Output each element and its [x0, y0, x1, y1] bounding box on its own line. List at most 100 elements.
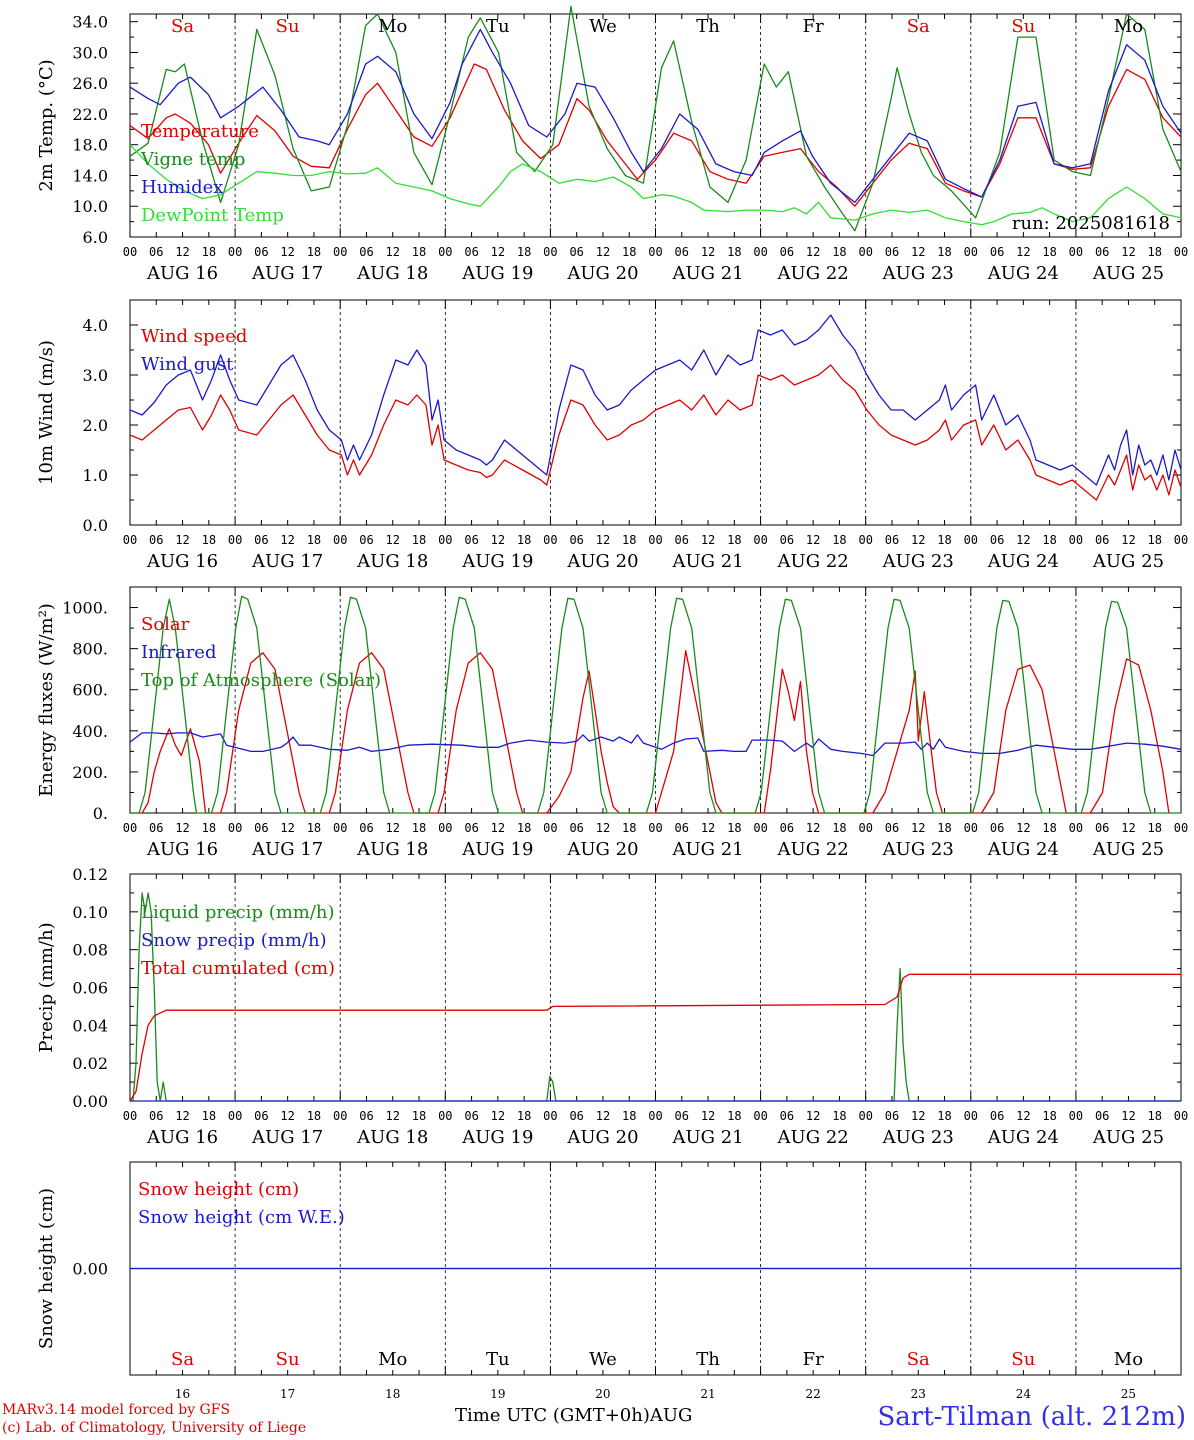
x-hour-label: 12 [175, 1109, 189, 1123]
x-hour-label: 12 [911, 533, 925, 547]
x-date-label: AUG 18 [356, 839, 428, 860]
x-hour-label: 12 [911, 821, 925, 835]
x-date-label: AUG 16 [146, 1127, 218, 1148]
x-hour-label: 12 [175, 533, 189, 547]
x-date-label: AUG 16 [146, 551, 218, 572]
x-hour-label: 18 [727, 1109, 741, 1123]
x-hour-label: 06 [675, 533, 689, 547]
y-tick-label: 0.08 [72, 941, 108, 960]
x-hour-label: 18 [1147, 1109, 1161, 1123]
x-hour-label: 18 [1147, 245, 1161, 259]
day-number-label: 19 [490, 1387, 505, 1400]
y-tick-label: 4.0 [83, 316, 108, 335]
x-hour-label: 00 [858, 245, 872, 259]
y-tick-label: 30.0 [72, 43, 108, 62]
x-date-label: AUG 22 [777, 1127, 849, 1148]
x-hour-label: 18 [202, 245, 216, 259]
x-hour-label: 00 [1174, 245, 1188, 259]
y-tick-label: 0.00 [72, 1092, 108, 1111]
x-date-label: AUG 21 [671, 263, 743, 284]
x-hour-label: 12 [596, 533, 610, 547]
legend-entry: Humidex [141, 177, 223, 198]
x-hour-label: 00 [753, 245, 767, 259]
y-tick-label: 22.0 [72, 105, 108, 124]
x-hour-label: 18 [1042, 245, 1056, 259]
day-of-week-label: Tu [486, 1349, 510, 1370]
y-tick-label: 0.02 [72, 1054, 108, 1073]
x-hour-label: 18 [517, 821, 531, 835]
meteogram-chart: 6.0 10.0 14.0 18.0 22.0 26.0 30.0 34.0 2m Temp. … [36, 5, 1188, 1400]
x-hour-label: 00 [648, 1109, 662, 1123]
day-number-label: 22 [806, 1387, 821, 1400]
x-hour-label: 06 [254, 245, 268, 259]
x-hour-label: 12 [596, 1109, 610, 1123]
x-hour-label: 12 [1121, 245, 1135, 259]
x-hour-label: 00 [333, 821, 347, 835]
x-hour-label: 12 [1121, 821, 1135, 835]
x-hour-label: 00 [438, 821, 452, 835]
x-hour-label: 18 [937, 821, 951, 835]
x-hour-label: 12 [280, 1109, 294, 1123]
legend-entry: Snow height (cm W.E.) [138, 1207, 345, 1228]
y-tick-label: 3.0 [83, 366, 108, 385]
x-date-label: AUG 19 [461, 551, 533, 572]
x-axis-title-text: Time UTC (GMT+0h) [455, 1405, 650, 1426]
x-hour-label: 12 [386, 821, 400, 835]
legend-entry: Total cumulated (cm) [141, 958, 335, 979]
day-of-week-label: Su [276, 16, 300, 37]
x-date-label: AUG 24 [987, 263, 1059, 284]
x-hour-label: 06 [464, 533, 478, 547]
x-hour-label: 18 [832, 533, 846, 547]
day-of-week-label: Th [696, 16, 720, 37]
x-hour-label: 00 [123, 1109, 137, 1123]
x-hour-label: 06 [990, 533, 1004, 547]
x-hour-label: 06 [675, 1109, 689, 1123]
x-hour-label: 18 [307, 1109, 321, 1123]
day-of-week-label: Su [276, 1349, 300, 1370]
x-hour-label: 12 [280, 821, 294, 835]
x-date-label: AUG 24 [987, 1127, 1059, 1148]
y-tick-label: 0. [93, 804, 108, 823]
x-hour-label: 00 [228, 821, 242, 835]
x-hour-label: 06 [359, 1109, 373, 1123]
x-hour-label: 12 [806, 1109, 820, 1123]
x-hour-label: 00 [753, 821, 767, 835]
x-hour-label: 12 [386, 533, 400, 547]
x-hour-label: 00 [438, 533, 452, 547]
y-tick-label: 2.0 [83, 416, 108, 435]
day-of-week-label: Sa [171, 16, 194, 37]
x-hour-label: 18 [727, 245, 741, 259]
x-hour-label: 00 [543, 245, 557, 259]
x-hour-label: 06 [990, 1109, 1004, 1123]
x-hour-label: 06 [1095, 533, 1109, 547]
day-of-week-label: Su [1011, 1349, 1035, 1370]
x-hour-label: 18 [622, 245, 636, 259]
x-hour-label: 00 [753, 533, 767, 547]
x-hour-label: 18 [412, 821, 426, 835]
x-hour-label: 18 [202, 821, 216, 835]
x-hour-label: 00 [964, 533, 978, 547]
day-of-week-label: Mo [1114, 16, 1143, 37]
day-of-week-label: Tu [486, 16, 510, 37]
series-line-wind-speed [129, 364, 1182, 501]
x-date-label: AUG 20 [566, 551, 638, 572]
x-hour-label: 00 [1069, 821, 1083, 835]
x-hour-label: 18 [832, 245, 846, 259]
x-hour-label: 18 [727, 821, 741, 835]
x-hour-label: 18 [1042, 533, 1056, 547]
x-hour-label: 18 [307, 821, 321, 835]
run-annotation: run: 2025081618 [1012, 213, 1170, 234]
y-tick-label: 6.0 [83, 228, 108, 247]
x-hour-label: 06 [885, 533, 899, 547]
y-tick-label: 800. [72, 640, 108, 659]
x-hour-label: 06 [780, 821, 794, 835]
series-line-infrared [129, 732, 1182, 757]
day-of-week-label: Fr [803, 1349, 824, 1370]
x-date-label: AUG 18 [356, 263, 428, 284]
series-line-temperature [129, 63, 1182, 207]
x-hour-label: 18 [937, 533, 951, 547]
x-hour-label: 18 [832, 1109, 846, 1123]
y-tick-label: 26.0 [72, 74, 108, 93]
legend-entry: Vigne temp [140, 149, 245, 170]
x-hour-label: 18 [517, 245, 531, 259]
